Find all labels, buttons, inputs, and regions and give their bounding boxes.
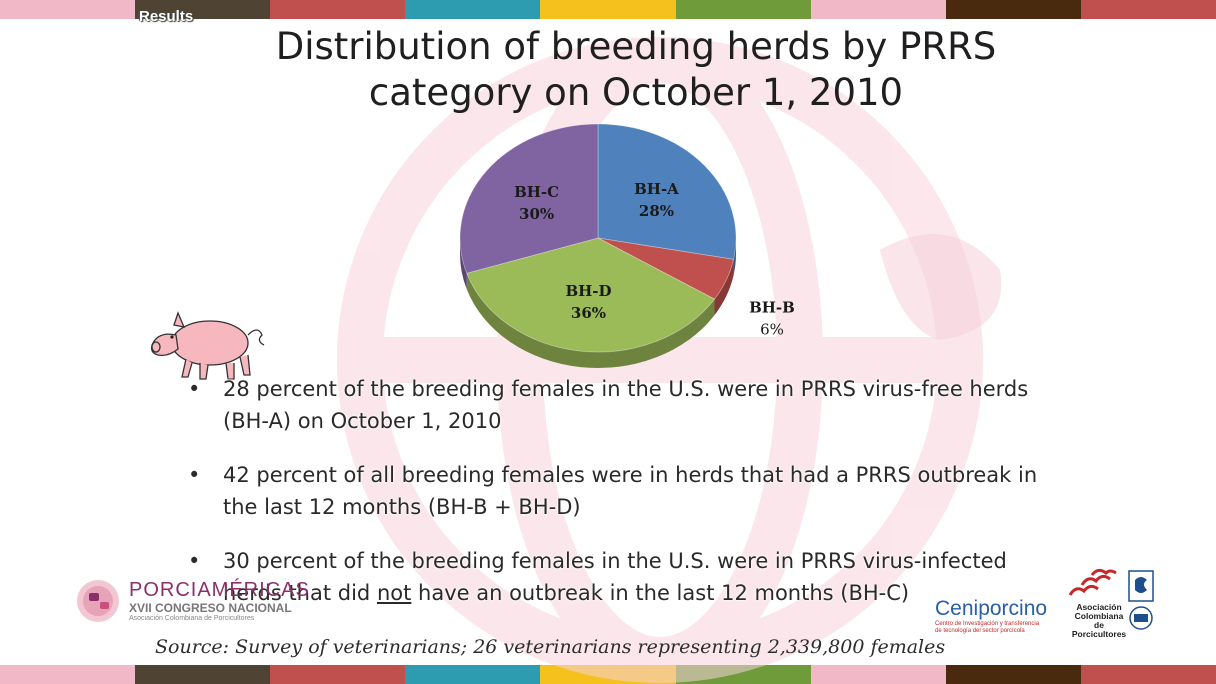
finding-bullet-bh-c: 30 percent of the breeding females in th… — [188, 545, 1068, 609]
finding-text: 42 percent of all breeding females were … — [223, 463, 1038, 519]
findings-list: 28 percent of the breeding females in th… — [188, 373, 1068, 631]
asociacion-name: Asociación Colombiana de Porcicultores — [1066, 603, 1132, 639]
pie-slice-bh-c — [459, 123, 599, 274]
ceniporcino-tagline-1: Centro de Investigación y transferencia — [935, 621, 1040, 627]
stripe-segment — [540, 665, 676, 684]
stripe-segment — [540, 0, 676, 19]
stripe-segment — [810, 0, 946, 19]
stripe-segment — [945, 665, 1081, 684]
section-tag: Results — [139, 8, 194, 25]
porciamericas-emblem-icon — [77, 580, 119, 622]
stripe-segment — [270, 665, 406, 684]
finding-text: 28 percent of the breeding females in th… — [223, 377, 1029, 433]
bottom-color-stripe — [0, 665, 1216, 684]
pie-side-bh-a — [733, 238, 736, 276]
porciamericas-name: PORCIAMÉRICAS — [129, 579, 310, 601]
asociacion-colombiana-logo: Asociación Colombiana de Porcicultores — [1062, 567, 1132, 639]
pie-side-bh-d — [466, 273, 715, 368]
finding-text: have an outbreak in the last 12 months (… — [411, 581, 910, 605]
pie-chart: BH-A 28% BH-B 6% BH-D 36% BH-C 30% — [459, 123, 795, 368]
pie-value-label: 36% — [571, 304, 606, 322]
stripe-segment — [1080, 665, 1216, 684]
slide-title: Distribution of breeding herds by PRRS c… — [200, 24, 1072, 116]
stripe-segment — [405, 0, 541, 19]
stripe-segment — [945, 0, 1081, 19]
pie-slice-bh-b — [597, 237, 735, 300]
asociacion-line: Asociación — [1076, 602, 1122, 612]
top-color-stripe — [0, 0, 1216, 19]
pie-value-label: 30% — [519, 205, 554, 223]
title-line-2: category on October 1, 2010 — [368, 71, 904, 114]
pie-value-label: 6% — [760, 320, 784, 338]
finding-bullet-bh-a: 28 percent of the breeding females in th… — [188, 373, 1068, 437]
ceniporcino-name: Ceniporcino — [935, 597, 1048, 620]
source-note: Source: Survey of veterinarians; 26 vete… — [155, 636, 946, 658]
pie-label-bh-a: BH-A 28% — [634, 180, 679, 220]
stripe-segment — [0, 665, 136, 684]
stripe-segment — [810, 665, 946, 684]
asociacion-line: Colombiana — [1074, 611, 1124, 621]
pie-category-label: BH-B — [749, 298, 795, 316]
pig-silhouettes-icon — [1068, 568, 1117, 596]
pie-side-bh-c — [460, 238, 467, 290]
pie-value-label: 28% — [639, 202, 674, 220]
stripe-segment — [675, 0, 811, 19]
ceniporcino-logo: Ceniporcino Centro de Investigación y tr… — [935, 597, 1055, 634]
title-line-1: Distribution of breeding herds by PRRS — [275, 25, 997, 68]
pie-label-bh-c: BH-C 30% — [514, 183, 559, 223]
stripe-segment — [135, 665, 271, 684]
stripe-segment — [135, 0, 271, 19]
pig-illustration-icon — [150, 311, 265, 380]
pie-side-bh-b — [714, 259, 734, 316]
pie-slice-bh-a — [597, 123, 737, 260]
pie-slice-bh-d — [466, 237, 716, 353]
stripe-segment — [0, 0, 136, 19]
porciamericas-logo: PORCIAMÉRICAS XVII CONGRESO NACIONAL Aso… — [72, 576, 309, 626]
finding-text: 30 percent of the breeding females in th… — [223, 549, 1007, 605]
pie-category-label: BH-D — [565, 282, 611, 300]
stripe-segment — [270, 0, 406, 19]
porciamericas-congress: XVII CONGRESO NACIONAL — [129, 601, 292, 615]
pie-label-bh-b: BH-B 6% — [749, 298, 795, 338]
stripe-segment — [405, 665, 541, 684]
ceniporcino-tagline-2: de tecnología del sector porcícola — [935, 628, 1025, 634]
certification-badges-icon — [1128, 570, 1154, 630]
pie-category-label: BH-A — [634, 180, 679, 198]
pie-label-bh-d: BH-D 36% — [565, 282, 611, 322]
finding-emphasis: not — [376, 581, 412, 605]
stripe-segment — [1080, 0, 1216, 19]
porciamericas-org: Asociación Colombiana de Porcicultores — [129, 615, 255, 622]
pie-category-label: BH-C — [514, 183, 559, 201]
finding-bullet-outbreak: 42 percent of all breeding females were … — [188, 459, 1068, 523]
stripe-segment — [675, 665, 811, 684]
asociacion-line: de Porcicultores — [1071, 620, 1127, 639]
